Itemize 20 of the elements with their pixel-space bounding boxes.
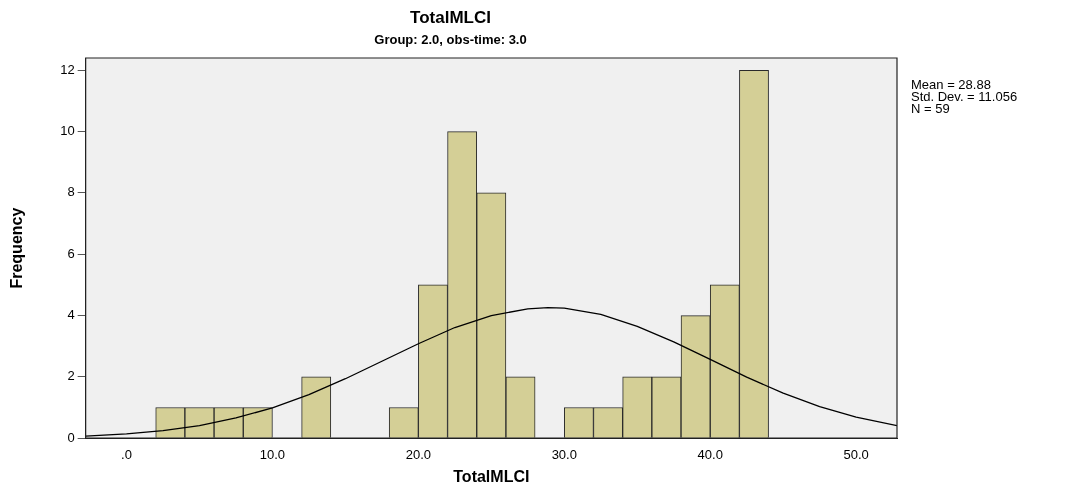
y-tick-label: 0 xyxy=(67,429,75,445)
chart-subtitle: Group: 2.0, obs-time: 3.0 xyxy=(374,31,527,47)
chart-title: TotalMLCI xyxy=(410,7,491,27)
y-tick-label: 6 xyxy=(67,245,75,261)
text: Std. Dev. = 11.056 xyxy=(911,89,1018,104)
text: N = 59 xyxy=(911,101,951,116)
x-tick-label: 30.0 xyxy=(551,446,577,462)
x-tick-label: 40.0 xyxy=(697,446,723,462)
text: Mean = 28.88 xyxy=(911,77,992,92)
x-axis-title: TotalMLCI xyxy=(453,467,530,485)
y-tick-label: 2 xyxy=(67,368,75,384)
x-tick-label: .0 xyxy=(121,446,132,462)
x-tick-label: 20.0 xyxy=(405,446,432,462)
x-tick-label: 50.0 xyxy=(843,446,869,462)
y-tick-label: 4 xyxy=(67,307,75,323)
x-tick-label: 10.0 xyxy=(259,446,286,462)
y-tick-label: 12 xyxy=(60,61,75,77)
y-axis-title: Frequency xyxy=(8,207,26,289)
y-tick-label: 10 xyxy=(60,123,75,139)
y-tick-label: 8 xyxy=(67,184,75,200)
